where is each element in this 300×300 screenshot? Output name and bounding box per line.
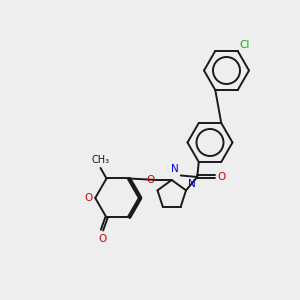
Text: Cl: Cl xyxy=(239,40,250,50)
Text: O: O xyxy=(85,193,93,203)
Text: O: O xyxy=(147,175,155,185)
Text: O: O xyxy=(98,234,106,244)
Text: CH₃: CH₃ xyxy=(92,155,110,165)
Text: O: O xyxy=(217,172,225,182)
Text: N: N xyxy=(171,164,179,174)
Text: N: N xyxy=(188,179,196,189)
